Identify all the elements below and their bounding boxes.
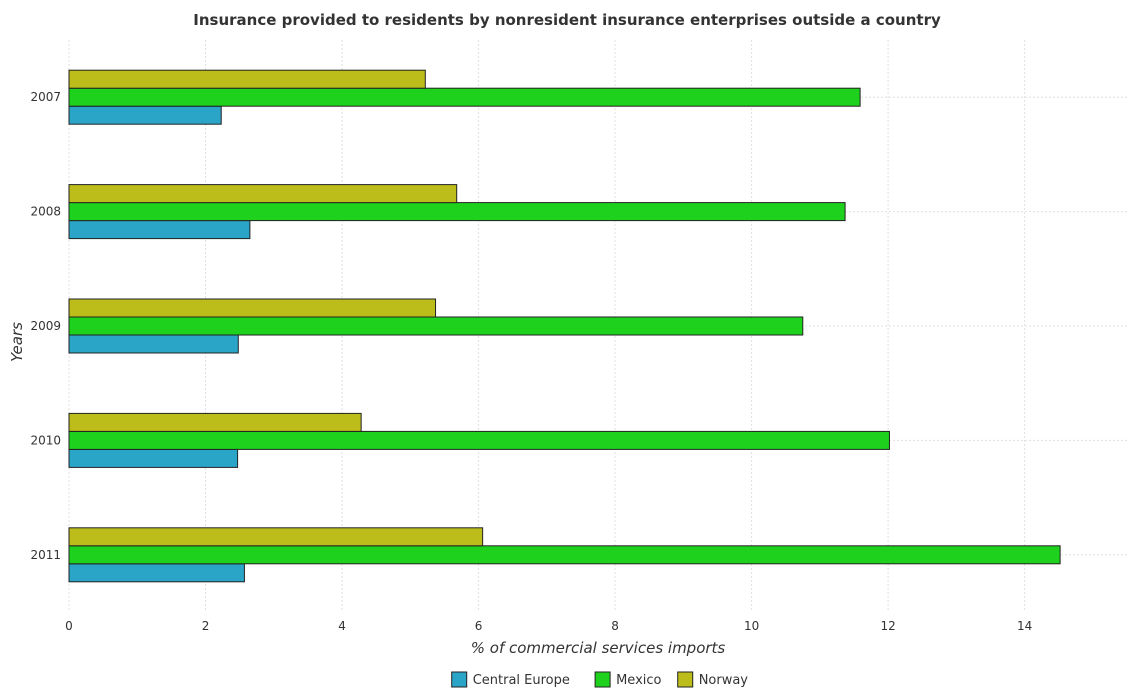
bar-central-europe-2007 — [68, 105, 222, 125]
bar-norway-2009 — [68, 298, 437, 318]
x-axis-label: % of commercial services imports — [471, 639, 726, 657]
bar-central-europe-2008 — [68, 220, 251, 240]
y-tick-label: 2008 — [30, 205, 61, 219]
legend: Central Europe Mexico Norway — [451, 671, 749, 688]
legend-swatch — [677, 671, 694, 688]
legend-label: Mexico — [616, 673, 661, 688]
legend-swatch — [451, 671, 468, 688]
legend-swatch — [594, 671, 611, 688]
legend-label: Central Europe — [473, 673, 570, 688]
bar-norway-2008 — [68, 184, 458, 204]
y-axis-label: Years — [8, 322, 26, 362]
bar-mexico-2008 — [68, 202, 846, 222]
y-tick-label: 2010 — [30, 433, 61, 447]
x-tick-label: 6 — [475, 619, 483, 633]
bars — [68, 69, 1061, 583]
x-tick-label: 2 — [202, 619, 210, 633]
y-tick-label: 2011 — [30, 548, 61, 562]
x-tick-label: 12 — [880, 619, 895, 633]
bar-norway-2010 — [68, 412, 362, 432]
bar-central-europe-2011 — [68, 563, 245, 583]
x-tick-label: 8 — [611, 619, 619, 633]
bar-mexico-2007 — [68, 87, 861, 107]
x-tick-label: 0 — [65, 619, 73, 633]
bar-mexico-2009 — [68, 316, 804, 336]
bar-central-europe-2010 — [68, 448, 239, 468]
x-tick-label: 10 — [744, 619, 759, 633]
y-tick-label: 2007 — [30, 90, 61, 104]
x-tick-label: 14 — [1017, 619, 1032, 633]
bar-mexico-2010 — [68, 430, 890, 450]
bar-norway-2011 — [68, 527, 484, 547]
bar-central-europe-2009 — [68, 334, 239, 354]
bar-mexico-2011 — [68, 545, 1061, 565]
bar-norway-2007 — [68, 69, 426, 89]
y-tick-label: 2009 — [30, 319, 61, 333]
legend-label: Norway — [699, 673, 749, 688]
chart-title: Insurance provided to residents by nonre… — [193, 11, 941, 29]
x-tick-labels: 0 2 4 6 8 10 12 14 — [65, 619, 1032, 633]
y-tick-labels: 2007 2008 2009 2010 2011 — [30, 90, 61, 562]
x-tick-label: 4 — [338, 619, 346, 633]
